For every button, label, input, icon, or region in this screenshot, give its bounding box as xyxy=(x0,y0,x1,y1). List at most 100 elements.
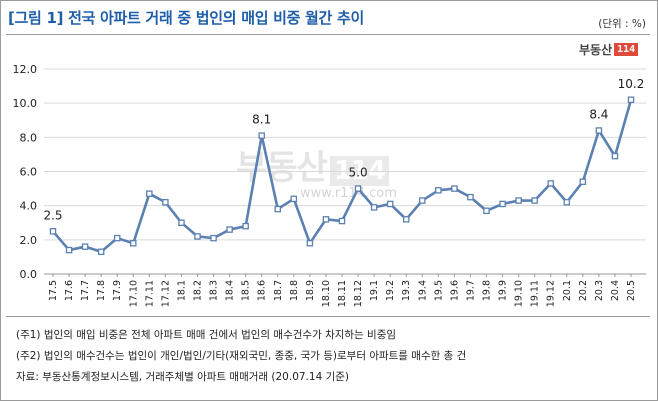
header-divider xyxy=(6,34,650,35)
x-tick-label: 19.2 xyxy=(385,280,396,301)
x-tick-label: 17.10 xyxy=(128,280,139,307)
data-point xyxy=(81,243,89,250)
x-tick-label: 17.7 xyxy=(80,280,91,301)
data-point xyxy=(354,185,362,192)
y-tick-label: 10.0 xyxy=(13,97,38,110)
watermark-text: 부동산 xyxy=(236,148,328,188)
y-tick-label: 8.0 xyxy=(20,131,38,144)
y-tick-label: 2.0 xyxy=(20,234,38,247)
x-tick-label: 18.5 xyxy=(241,280,252,301)
x-tick-label: 19.5 xyxy=(433,280,444,301)
x-tick-label: 18.8 xyxy=(289,280,300,301)
chart-divider xyxy=(6,316,650,317)
data-point xyxy=(258,132,265,139)
data-point xyxy=(563,198,571,206)
x-tick-label: 17.8 xyxy=(96,280,107,301)
x-tick-label: 19.3 xyxy=(401,280,412,301)
footnote-2: (주2) 법인의 매수건수는 법인이 개인/법인/기타(재외국민, 종중, 국가… xyxy=(16,350,467,362)
data-label: 2.5 xyxy=(43,208,62,222)
brand-logo: 부동산 114 xyxy=(579,41,639,58)
data-point xyxy=(210,234,217,242)
unit-label: (단위 : %) xyxy=(598,18,646,30)
x-tick-label: 19.4 xyxy=(417,280,428,301)
series-line xyxy=(52,99,633,254)
x-tick-label: 19.6 xyxy=(449,280,460,301)
x-tick-label: 18.7 xyxy=(273,280,284,301)
data-point xyxy=(579,178,587,185)
data-point xyxy=(178,219,185,226)
x-tick-label: 17.9 xyxy=(112,280,123,301)
x-tick-label: 18.3 xyxy=(209,280,220,301)
data-point xyxy=(290,195,298,203)
x-tick-label: 18.12 xyxy=(353,280,364,307)
y-tick-label: 4.0 xyxy=(20,200,38,213)
data-point xyxy=(451,185,458,192)
data-label: 8.1 xyxy=(252,113,271,127)
x-tick-label: 19.1 xyxy=(369,280,380,301)
data-point xyxy=(370,204,378,211)
data-point xyxy=(483,207,490,215)
x-tick-label: 20.3 xyxy=(594,280,605,301)
data-point xyxy=(146,190,153,197)
chart-series xyxy=(49,96,635,256)
footnote-1: (주1) 법인의 매입 비중은 전체 아파트 매매 건에서 법인의 매수건수가 … xyxy=(16,329,397,341)
chart-axes: 0.0 2.0 4.0 6.0 8.0 10.0 12.0 17.5 17.6 17.7 17.8 1… xyxy=(13,63,646,307)
x-tick-label: 17.12 xyxy=(160,280,171,307)
x-tick-label: 20.2 xyxy=(578,280,589,301)
x-tick-label: 18.11 xyxy=(337,280,348,307)
data-point xyxy=(97,248,105,256)
x-tick-label: 17.11 xyxy=(144,280,155,307)
data-point xyxy=(226,226,233,233)
brand-logo-number: 114 xyxy=(614,43,639,56)
chart-data-labels: 2.5 8.1 5.0 8.4 10.2 xyxy=(43,77,644,223)
data-point xyxy=(595,127,603,134)
data-point xyxy=(419,197,426,204)
data-point xyxy=(242,222,249,230)
data-point xyxy=(611,152,619,160)
data-point xyxy=(627,96,635,104)
x-tick-label: 19.7 xyxy=(465,280,476,301)
data-point xyxy=(162,198,169,206)
data-point xyxy=(531,197,538,204)
data-label: 10.2 xyxy=(618,77,645,91)
x-tick-label: 18.6 xyxy=(257,280,268,301)
data-point xyxy=(515,197,522,204)
footnotes: (주1) 법인의 매입 비중은 전체 아파트 매매 건에서 법인의 매수건수가 … xyxy=(16,325,466,388)
x-tick-label: 19.9 xyxy=(498,280,509,301)
data-label: 8.4 xyxy=(589,108,608,122)
x-tick-label: 18.1 xyxy=(176,280,187,301)
data-point xyxy=(338,217,346,225)
data-point xyxy=(499,200,506,208)
x-tick-label: 19.8 xyxy=(482,280,493,301)
x-tick-label: 18.9 xyxy=(305,280,316,301)
x-tick-label: 20.4 xyxy=(610,280,621,301)
x-tick-label: 17.6 xyxy=(64,280,75,301)
x-tick-label: 19.10 xyxy=(514,280,525,307)
x-tick-label: 20.1 xyxy=(562,280,573,301)
y-tick-label: 12.0 xyxy=(13,63,38,76)
x-tick-label: 20.5 xyxy=(626,280,637,301)
data-point xyxy=(274,205,282,213)
data-point xyxy=(306,239,314,247)
y-tick-label: 0.0 xyxy=(20,268,38,281)
x-tick-label: 18.2 xyxy=(193,280,204,301)
data-point xyxy=(386,200,394,208)
data-point xyxy=(130,239,137,247)
data-point xyxy=(435,187,442,194)
data-point xyxy=(65,246,73,254)
x-tick-label: 18.10 xyxy=(321,280,332,307)
x-tick-label: 19.11 xyxy=(530,280,541,307)
data-point xyxy=(547,180,554,187)
watermark-url: www.r114.com xyxy=(300,186,397,201)
data-label: 5.0 xyxy=(349,166,368,180)
data-point xyxy=(113,234,121,242)
data-point xyxy=(322,216,330,223)
data-point xyxy=(194,233,201,240)
chart-title: [그림 1] 전국 아파트 거래 중 법인의 매입 비중 월간 추이 xyxy=(8,9,364,27)
data-point xyxy=(402,216,410,223)
x-tick-label: 17.5 xyxy=(48,280,59,301)
data-point xyxy=(467,193,474,201)
chart-grid xyxy=(44,68,646,241)
footnote-source: 자료: 부동산통계정보시스템, 거래주체별 아파트 매매거래 (20.07.14… xyxy=(16,371,350,383)
